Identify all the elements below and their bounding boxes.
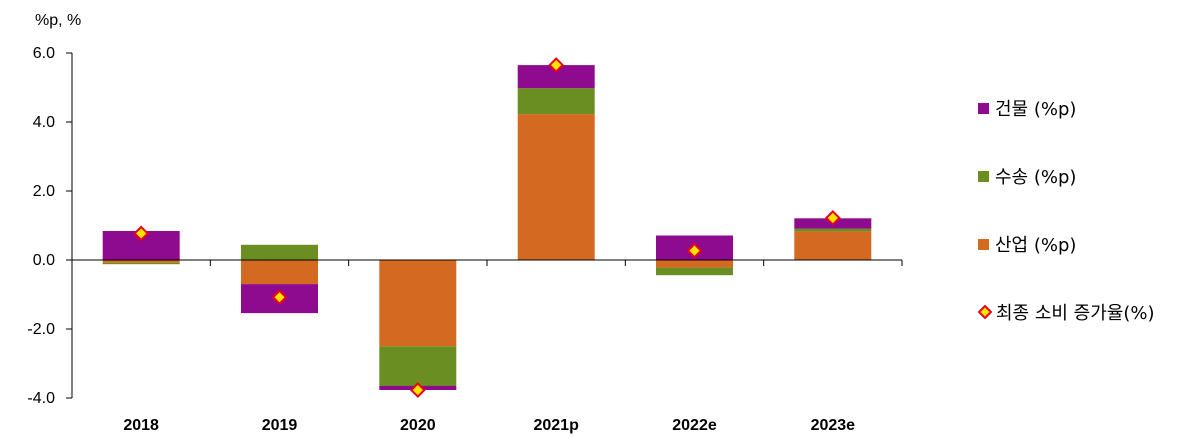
legend-swatch-industry — [978, 238, 989, 250]
legend-item-final-consumption: 최종 소비 증가율(%) — [978, 300, 1155, 324]
axes-group: 6.0 4.0 2.0 0.0 -2.0 -4.0 2018 2019 2020 2021p 202… — [27, 45, 903, 434]
legend-swatch-transport — [978, 170, 989, 182]
bar-segment — [517, 65, 595, 89]
y-tick-label: -4.0 — [27, 390, 55, 407]
x-tick-label: 2022e — [672, 417, 717, 434]
diamond-marker — [271, 289, 288, 306]
bar-segment — [102, 262, 180, 265]
diamond-marker — [686, 242, 703, 259]
bar-segment — [241, 244, 318, 260]
x-tick-label: 2018 — [123, 417, 159, 434]
bar-segment — [517, 88, 595, 115]
diamond-marker — [548, 57, 565, 73]
bar-segment — [794, 231, 872, 260]
legend-label-industry: 산업 (%p) — [995, 235, 1077, 256]
x-tick-label: 2023e — [811, 417, 856, 434]
x-tick-label: 2021p — [533, 417, 579, 434]
y-tick-label: -2.0 — [27, 321, 55, 338]
legend-label-transport: 수송 (%p) — [995, 167, 1077, 188]
legend-item-transport: 수송 (%p) — [978, 164, 1155, 188]
bar-segment — [794, 228, 872, 232]
y-tick-label: 2.0 — [33, 183, 55, 200]
bar-segment — [102, 260, 180, 263]
legend-diamond-icon — [978, 305, 992, 319]
bar-segment — [656, 267, 733, 276]
bar-segment — [241, 260, 318, 285]
legend-item-industry: 산업 (%p) — [978, 232, 1155, 256]
bar-segment — [656, 260, 733, 268]
y-tick-label: 4.0 — [33, 114, 55, 131]
x-tick-label: 2020 — [400, 417, 436, 434]
legend-label-final-consumption: 최종 소비 증가율(%) — [996, 303, 1155, 324]
y-tick-label: 0.0 — [33, 252, 55, 269]
diamond-marker — [409, 382, 426, 398]
bar-segment — [517, 114, 595, 260]
y-tick-label: 6.0 — [33, 45, 55, 62]
bar-segment — [379, 260, 457, 347]
x-tick-label: 2019 — [262, 417, 298, 434]
markers-group — [133, 57, 841, 398]
diamond-marker — [133, 225, 150, 242]
legend-label-building: 건물 (%p) — [995, 99, 1077, 120]
bars-group — [102, 65, 872, 390]
legend-swatch-building — [978, 102, 989, 114]
legend-item-building: 건물 (%p) — [978, 96, 1155, 120]
diamond-marker — [824, 209, 841, 226]
legend: 건물 (%p) 수송 (%p) 산업 (%p) 최종 소비 증가율(%) — [978, 96, 1155, 324]
bar-segment — [379, 346, 457, 386]
y-axis-unit-label: %p, % — [35, 12, 81, 29]
